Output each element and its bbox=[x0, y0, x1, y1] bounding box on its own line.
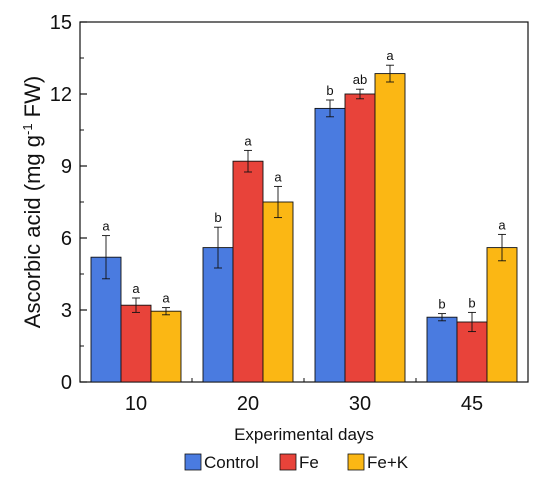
bars-group bbox=[90, 73, 518, 383]
y-tick-label: 12 bbox=[50, 84, 72, 106]
bar-fe-20 bbox=[232, 160, 264, 383]
x-tick-label: 45 bbox=[461, 393, 483, 415]
legend: Control Fe Fe+K bbox=[184, 453, 409, 472]
bar-control-20 bbox=[202, 247, 234, 383]
x-tick-label: 30 bbox=[349, 393, 371, 415]
error-bars-group bbox=[102, 64, 506, 333]
significance-label: ab bbox=[353, 72, 367, 87]
significance-label: a bbox=[274, 169, 282, 184]
bar-fe-k-45 bbox=[486, 247, 518, 383]
significance-label: a bbox=[498, 217, 506, 232]
x-tick-label: 10 bbox=[125, 393, 147, 415]
legend-swatch-fe-k bbox=[347, 453, 365, 471]
bar-control-30 bbox=[314, 107, 346, 383]
bar-fe-k-20 bbox=[262, 201, 294, 383]
bar-fe-30 bbox=[344, 93, 376, 383]
y-axis-label-tail: FW) bbox=[20, 76, 45, 124]
significance-label: b bbox=[214, 210, 221, 225]
legend-label: Fe+K bbox=[367, 453, 409, 472]
y-axis-label: Ascorbic acid (mg g-1 FW) bbox=[20, 76, 45, 328]
significance-label: b bbox=[468, 295, 475, 310]
y-tick-label: 9 bbox=[61, 156, 72, 178]
bar-fe-45 bbox=[456, 321, 488, 383]
significance-label: a bbox=[386, 48, 394, 63]
legend-swatch-control bbox=[184, 453, 202, 471]
y-axis-label-superscript: -1 bbox=[20, 123, 35, 135]
y-tick-label: 15 bbox=[50, 12, 72, 34]
bar-fe-k-30 bbox=[374, 73, 406, 383]
legend-label: Control bbox=[204, 453, 259, 472]
significance-label: a bbox=[244, 133, 252, 148]
legend-swatch-fe bbox=[279, 453, 297, 471]
bar-fe-k-10 bbox=[150, 310, 182, 383]
significance-label: a bbox=[132, 281, 140, 296]
x-axis-label: Experimental days bbox=[234, 425, 374, 444]
y-axis: 0 3 6 9 12 15 bbox=[50, 12, 87, 394]
y-tick-label: 0 bbox=[61, 372, 72, 394]
legend-label: Fe bbox=[299, 453, 319, 472]
significance-label: a bbox=[162, 291, 170, 306]
y-tick-label: 6 bbox=[61, 228, 72, 250]
significance-label: a bbox=[102, 219, 110, 234]
bar-fe-10 bbox=[120, 304, 152, 383]
bar-control-45 bbox=[426, 316, 458, 383]
y-axis-label-main: Ascorbic acid (mg g bbox=[20, 135, 45, 328]
significance-label: b bbox=[438, 297, 445, 312]
y-tick-label: 3 bbox=[61, 300, 72, 322]
significance-label: b bbox=[326, 83, 333, 98]
x-tick-label: 20 bbox=[237, 393, 259, 415]
